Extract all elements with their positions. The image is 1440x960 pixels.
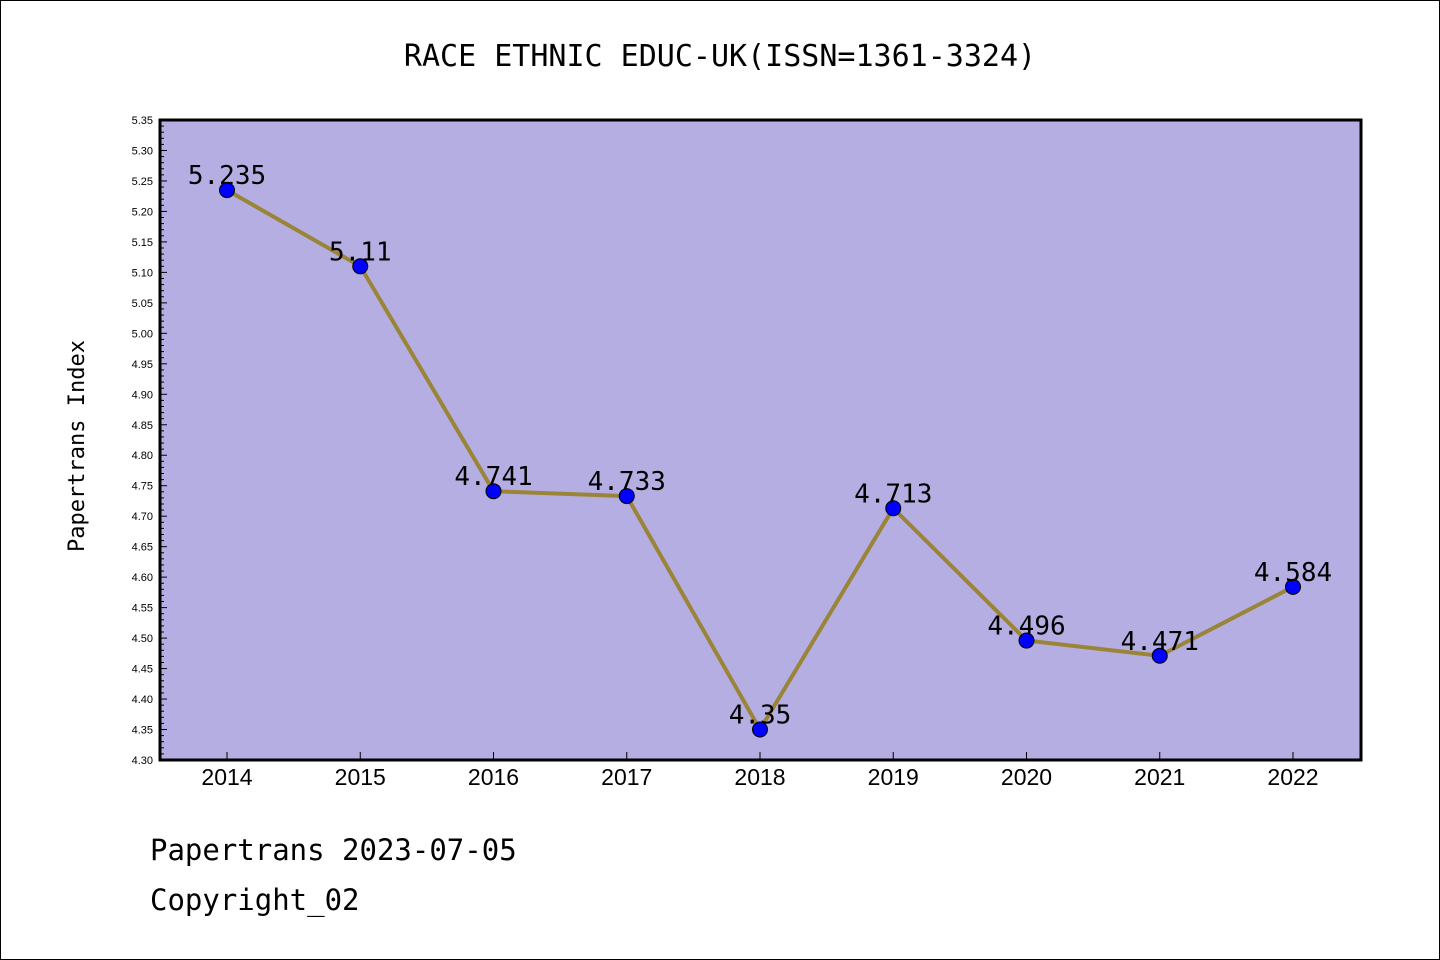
- data-point: [352, 258, 369, 275]
- y-axis-label: Papertrans Index: [65, 340, 90, 552]
- x-tick-label: 2019: [868, 764, 919, 790]
- chart-title: RACE ETHNIC EDUC-UK(ISSN=1361-3324): [404, 39, 1036, 74]
- y-tick-label: 4.60: [132, 572, 153, 584]
- y-tick-label: 5.00: [132, 328, 153, 340]
- data-point: [752, 721, 768, 738]
- data-label: 5.235: [188, 161, 266, 191]
- y-tick-label: 5.35: [132, 115, 153, 127]
- x-tick-label: 2018: [734, 764, 785, 790]
- data-label: 4.741: [454, 462, 532, 492]
- data-label: 4.584: [1254, 558, 1332, 588]
- x-tick-label: 2021: [1134, 764, 1185, 790]
- data-label: 5.11: [329, 237, 392, 267]
- y-tick-label: 4.80: [132, 450, 153, 462]
- y-tick-label: 4.65: [132, 542, 153, 554]
- y-tick-label: 5.05: [132, 298, 153, 310]
- footer-date: Papertrans 2023-07-05: [150, 833, 517, 867]
- x-tick-label: 2020: [1001, 764, 1052, 790]
- x-axis-ticks: 2014 2015 2016 2017 2018 2019 2020 2021 2022: [201, 752, 1319, 790]
- x-tick-label: 2022: [1267, 764, 1318, 790]
- y-tick-label: 4.90: [132, 389, 153, 401]
- x-tick-label: 2016: [468, 764, 519, 790]
- data-label: 4.733: [588, 467, 666, 497]
- data-point: [485, 483, 502, 500]
- y-tick-label: 4.70: [132, 511, 153, 523]
- x-tick-label: 2014: [201, 764, 252, 790]
- y-tick-label: 4.55: [132, 603, 153, 615]
- y-tick-label: 5.10: [132, 267, 153, 279]
- data-markers: [219, 182, 1301, 738]
- footer-copyright: Copyright_02: [150, 883, 360, 917]
- y-tick-label: 5.20: [132, 206, 153, 218]
- y-tick-label: 4.30: [132, 755, 153, 767]
- y-tick-label: 5.25: [132, 176, 153, 188]
- y-tick-label: 4.40: [132, 694, 153, 706]
- y-tick-label: 4.85: [132, 420, 153, 432]
- x-tick-label: 2017: [601, 764, 652, 790]
- y-tick-label: 4.35: [132, 725, 153, 737]
- y-axis-ticks: 4.30 4.35 4.40 4.45 4.50 4.55 4.60 4.65 4.70 4.75…: [132, 115, 167, 767]
- y-tick-label: 4.95: [132, 359, 153, 371]
- data-label: 4.713: [854, 479, 932, 509]
- y-tick-label: 4.45: [132, 664, 153, 676]
- data-point: [618, 488, 635, 505]
- y-tick-label: 4.75: [132, 481, 153, 493]
- data-labels: 5.235 5.11 4.741 4.733 4.35 4.713 4.496 4.471 4.…: [188, 161, 1332, 730]
- data-label: 4.35: [729, 701, 792, 731]
- y-tick-label: 5.15: [132, 237, 153, 249]
- data-point: [885, 500, 902, 517]
- y-tick-label: 5.30: [132, 145, 153, 157]
- data-label: 4.471: [1121, 627, 1199, 657]
- data-point: [1151, 647, 1168, 664]
- y-tick-label: 4.50: [132, 633, 153, 645]
- plot-area: [158, 118, 1363, 762]
- x-tick-label: 2015: [335, 764, 386, 790]
- data-point: [1018, 632, 1035, 649]
- data-point: [1285, 578, 1301, 595]
- data-label: 4.496: [987, 612, 1065, 642]
- data-point: [219, 182, 235, 199]
